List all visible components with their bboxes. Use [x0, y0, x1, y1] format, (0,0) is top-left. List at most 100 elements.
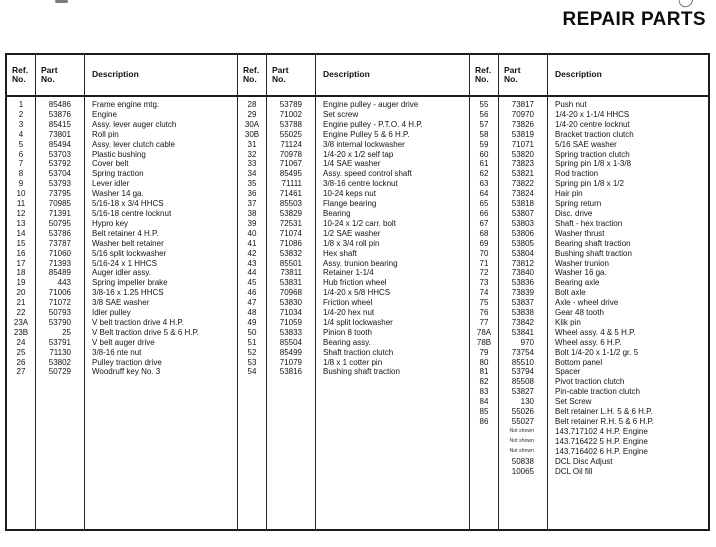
ref-cell: 23B [13, 327, 29, 337]
ref-cell: 55 [479, 100, 489, 109]
ref-cell: 43 [247, 258, 257, 268]
part-cell: 53830 [279, 298, 302, 308]
desc-cell: 1/4-20 centre locknut [555, 119, 630, 129]
desc-cell: Washer 14 ga. [92, 189, 144, 199]
ref-cell: 1 [18, 100, 24, 109]
desc-cell: Idler pulley [92, 308, 131, 318]
part-cell: 50838 [511, 456, 534, 466]
ref-header-line2: No. [243, 74, 257, 84]
description-column: Description Engine pulley - auger drive S… [315, 55, 469, 529]
ref-cell: 29 [247, 109, 257, 119]
ref-no-column: Ref. No. 28 29 30A 30B 31 32 33 34 35 36 37 38 39 40 4… [238, 55, 266, 529]
desc-cell: Washer trunion [555, 258, 609, 268]
desc-cell: 3/8 internal lockwasher [323, 139, 405, 149]
desc-cell: Bearing shaft traction [555, 238, 631, 248]
part-cell: 53794 [511, 367, 534, 377]
ref-cell: 53 [247, 357, 257, 367]
ref-cell: 36 [247, 189, 257, 199]
part-cell: 70985 [48, 199, 71, 209]
desc-cell: Bracket traction clutch [555, 129, 634, 139]
ref-cell: 28 [247, 100, 257, 109]
desc-cell: Set Screw [555, 397, 592, 407]
ref-cell: 83 [479, 387, 489, 397]
part-header-line1: Part [41, 64, 58, 75]
desc-cell: 5/16-18 x 3/4 HHCS [92, 199, 164, 209]
ref-cell: 30B [244, 129, 260, 139]
ref-cell: 39 [247, 218, 257, 228]
part-cell: 71393 [48, 258, 71, 268]
part-cell: 53789 [279, 100, 302, 109]
desc-cell: Spring traction [92, 169, 144, 179]
ref-cell: 67 [479, 218, 489, 228]
ref-cell: 10 [16, 189, 26, 199]
desc-cell: Bottom panel [555, 357, 603, 367]
ref-cell: 40 [247, 228, 257, 238]
part-cell: 85510 [511, 357, 534, 367]
desc-cell: Hypro key [92, 218, 129, 228]
desc-cell: Belt retainer L.H. 5 & 6 H.P. [555, 407, 653, 417]
description-header: Description [548, 55, 708, 97]
ref-cell: 13 [16, 218, 26, 228]
ref-header-line1: Ref. [475, 64, 492, 75]
part-cell: 53829 [279, 208, 302, 218]
part-cell: 71124 [280, 139, 302, 149]
desc-cell: DCL Disc Adjust [555, 456, 613, 466]
desc-cell: Spacer [555, 367, 581, 377]
part-cell: 53704 [48, 169, 71, 179]
ref-cell: 33 [247, 159, 257, 169]
part-no-column: Part No. 85486 53876 85415 73801 85494 53703 5… [35, 55, 84, 529]
part-cell: 73812 [511, 258, 534, 268]
part-cell: 53790 [48, 317, 71, 327]
ref-cell: 71 [479, 258, 489, 268]
part-cell: Not shown [509, 437, 534, 444]
ref-cell: 56 [479, 109, 489, 119]
ref-cell: 57 [479, 119, 489, 129]
desc-cell: Plastic bushing [92, 149, 146, 159]
ref-no-header: Ref. No. [238, 55, 266, 97]
part-cell: 73795 [48, 189, 71, 199]
desc-cell: 1/8 x 1 cotter pin [323, 357, 383, 367]
ref-cell: 76 [479, 308, 489, 318]
ref-cell: 24 [16, 337, 26, 347]
desc-cell: Auger idler assy. [92, 268, 151, 278]
part-cell: 443 [57, 278, 71, 288]
part-cell: 53837 [511, 298, 534, 308]
ref-cell: 58 [479, 129, 489, 139]
part-cell: 53803 [511, 218, 534, 228]
ref-cell: 48 [247, 308, 257, 318]
desc-cell: 3/8 SAE washer [92, 298, 150, 308]
ref-cell: 27 [16, 367, 26, 377]
desc-cell: Pinion 8 tooth [323, 327, 372, 337]
ref-cell: 34 [247, 169, 257, 179]
desc-cell: V belt traction drive 4 H.P. [92, 317, 184, 327]
ref-cell [470, 447, 498, 457]
ref-cell: 64 [479, 189, 489, 199]
desc-cell: 143.716402 6 H.P. Engine [555, 446, 648, 456]
desc-cell: Assy. speed control shaft [323, 169, 412, 179]
part-cell: 53807 [511, 208, 534, 218]
desc-cell: Belt retainer 4 H.P. [92, 228, 159, 238]
part-cell: 53804 [511, 248, 534, 258]
desc-cell: Friction wheel [323, 298, 373, 308]
description-header: Description [85, 55, 237, 97]
part-cell: 71059 [279, 317, 302, 327]
part-cell: 53786 [48, 228, 71, 238]
ref-cell: 80 [479, 357, 489, 367]
part-cell: 71006 [48, 288, 71, 298]
ref-no-header: Ref. No. [470, 55, 498, 97]
part-cell: 53838 [511, 308, 534, 318]
part-cell: 73811 [280, 268, 302, 278]
part-cell: 85504 [279, 337, 302, 347]
ref-cell: 78B [476, 337, 492, 347]
part-cell: 53831 [279, 278, 302, 288]
desc-cell: 1/4-20 x 1/2 self tap [323, 149, 394, 159]
desc-cell: Hair pin [555, 189, 583, 199]
desc-cell: Rod traction [555, 169, 599, 179]
ref-cell: 51 [247, 337, 257, 347]
part-no-header: Part No. [36, 55, 84, 97]
part-cell: 53876 [48, 109, 71, 119]
ref-cell: 77 [479, 317, 489, 327]
ref-cell: 15 [16, 238, 26, 248]
part-cell: 53792 [48, 159, 71, 169]
desc-cell: Spring pin 1/8 x 1-3/8 [555, 159, 632, 169]
